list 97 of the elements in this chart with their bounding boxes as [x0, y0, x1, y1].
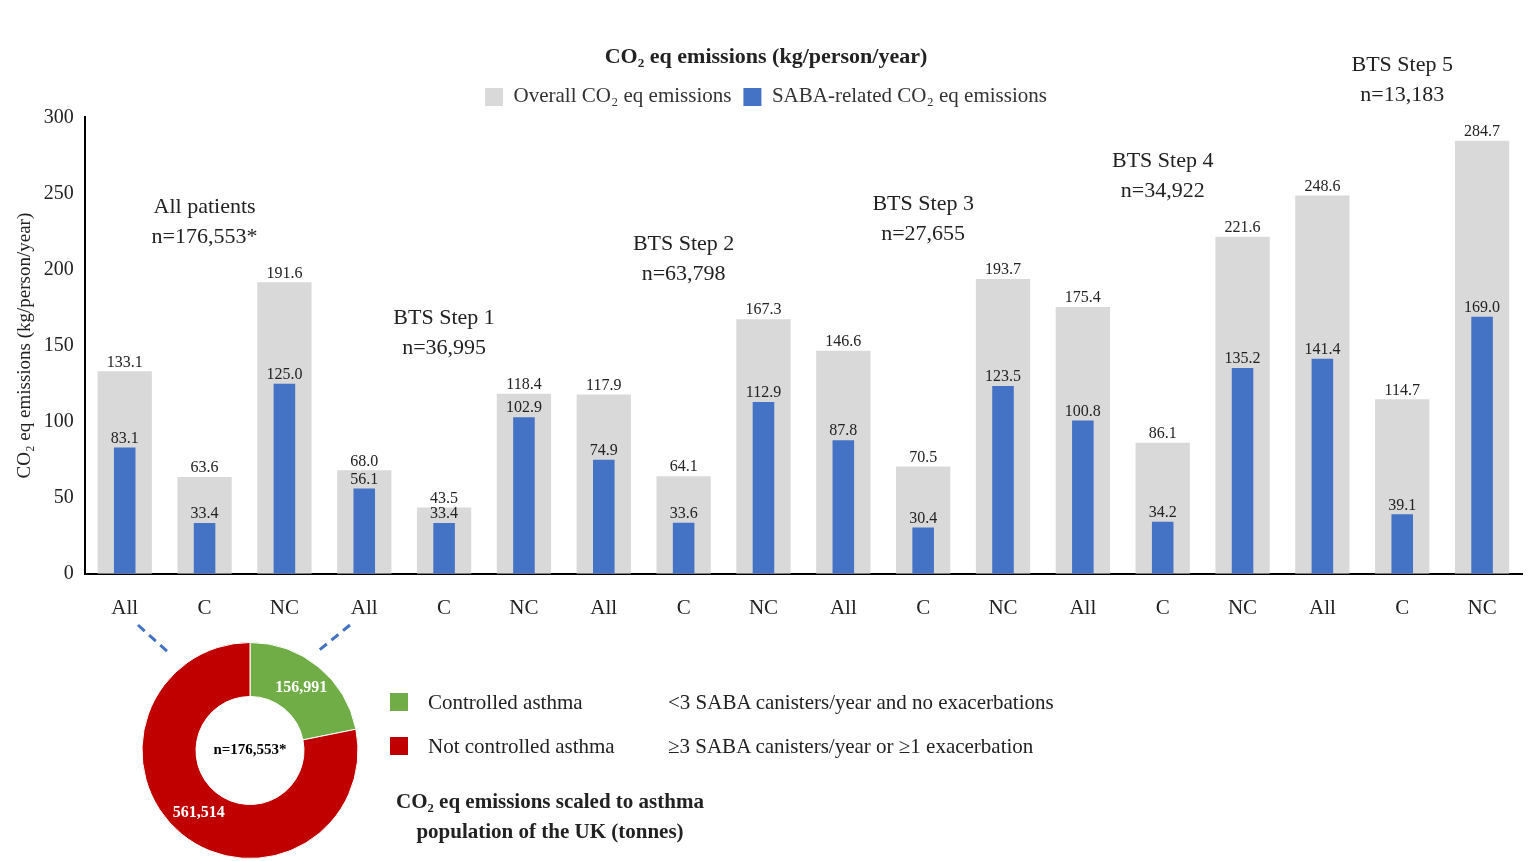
x-tick-label: NC — [269, 594, 299, 619]
data-label: 83.1 — [110, 428, 139, 446]
data-label: 169.0 — [1464, 297, 1501, 315]
data-label: 146.6 — [825, 331, 862, 349]
data-label: 63.6 — [190, 458, 219, 476]
data-label: 125.0 — [266, 364, 303, 382]
data-label: 135.2 — [1224, 349, 1261, 367]
bar — [1471, 316, 1493, 574]
bar — [752, 402, 775, 574]
data-label: 100.8 — [1064, 401, 1101, 419]
x-tick-label: NC — [748, 594, 779, 619]
bar — [1151, 521, 1174, 574]
x-tick-label: C — [197, 594, 212, 619]
y-tick-label: 50 — [53, 484, 74, 507]
data-label: 117.9 — [586, 375, 622, 393]
x-tick-label: All — [350, 594, 378, 619]
data-label: 56.1 — [350, 469, 379, 487]
data-label: 87.8 — [829, 421, 858, 439]
bar — [1072, 420, 1094, 574]
annotation: All patients n=176,553* — [151, 193, 258, 249]
data-label: 114.7 — [1384, 380, 1420, 398]
legend-label: SABA-related CO₂ eq emissions — [771, 83, 1047, 108]
x-tick-label: NC — [1227, 594, 1258, 619]
data-label: 175.4 — [1064, 288, 1101, 306]
data-label: 33.4 — [190, 504, 219, 522]
legend-label: Controlled asthma — [428, 689, 584, 715]
x-tick-label: C — [916, 594, 931, 619]
legend-label: Not controlled asthma — [428, 733, 616, 759]
y-tick-label: 0 — [63, 561, 74, 584]
text: <3 SABA canisters/year and no exacerbations — [668, 689, 1054, 715]
annotation: BTS Step 4 n=34,922 — [1111, 147, 1214, 203]
bar — [193, 522, 216, 574]
y-tick-label: 100 — [43, 408, 74, 431]
annotation: BTS Step 1 n=36,995 — [393, 304, 495, 360]
data-label: 102.9 — [505, 398, 542, 416]
x-tick-label: NC — [988, 594, 1018, 619]
data-label: 64.1 — [669, 457, 698, 475]
bar — [832, 440, 855, 574]
y-axis-title: CO₂ eq emissions (kg/person/year) — [13, 212, 36, 479]
bar — [593, 459, 615, 574]
x-tick-label: All — [1308, 594, 1336, 619]
chart-title: CO₂ eq emissions (kg/person/year) — [604, 42, 928, 68]
x-tick-label: NC — [509, 594, 539, 619]
bar — [113, 447, 136, 574]
bar — [1391, 514, 1414, 574]
data-label: 167.3 — [745, 300, 782, 318]
data-label: 221.6 — [1224, 217, 1261, 235]
data-label: 123.5 — [985, 367, 1022, 385]
data-label: 133.1 — [106, 352, 143, 370]
bar — [672, 522, 695, 574]
y-tick-label: 250 — [43, 180, 74, 203]
data-label: 74.9 — [589, 441, 618, 459]
data-label: 34.2 — [1148, 502, 1177, 520]
x-tick-label: NC — [1467, 594, 1497, 619]
y-tick-label: 300 — [43, 104, 74, 127]
bar — [1311, 358, 1334, 574]
x-tick-label: C — [1155, 594, 1170, 619]
bar — [912, 527, 934, 574]
x-tick-label: All — [590, 594, 618, 619]
text: BTS Step 5 n=13,183 — [1351, 51, 1453, 107]
x-tick-label: C — [676, 594, 691, 619]
data-label: 193.7 — [985, 260, 1022, 278]
data-label: 30.4 — [909, 508, 938, 526]
data-label: 86.1 — [1148, 424, 1177, 442]
data-label: 43.5 — [430, 488, 459, 506]
data-label: 112.9 — [745, 383, 782, 401]
data-label: 33.4 — [430, 504, 459, 522]
annotation: BTS Step 2 n=63,798 — [632, 230, 735, 286]
x-tick-label: All — [829, 594, 857, 619]
data-label: 561,514 — [172, 803, 225, 821]
data-label: 141.4 — [1304, 339, 1341, 357]
data-label: 68.0 — [350, 451, 379, 469]
bar — [513, 417, 535, 574]
data-label: 39.1 — [1388, 495, 1417, 513]
x-tick-label: All — [111, 594, 139, 619]
bar — [1231, 368, 1254, 574]
text: ≥3 SABA canisters/year or ≥1 exacerbation — [668, 733, 1034, 759]
data-label: 70.5 — [909, 447, 938, 465]
data-label: 284.7 — [1464, 121, 1501, 139]
y-tick-label: 150 — [43, 332, 74, 355]
annotation: BTS Step 3 n=27,655 — [872, 189, 974, 245]
bar — [992, 385, 1014, 574]
data-label: 156,991 — [275, 677, 328, 695]
x-tick-label: C — [1395, 594, 1410, 619]
text: CO₂ eq emissions scaled to asthma population of the UK (tonnes) — [395, 788, 705, 845]
legend-label: Overall CO₂ eq emissions — [513, 83, 732, 108]
text: n=176,553* — [213, 741, 287, 758]
x-tick-label: All — [1069, 594, 1097, 619]
data-label: 248.6 — [1304, 176, 1341, 194]
y-tick-label: 200 — [43, 256, 74, 279]
data-label: 33.6 — [669, 503, 698, 521]
bar — [433, 522, 455, 574]
data-label: 118.4 — [506, 374, 542, 392]
x-tick-label: C — [437, 594, 452, 619]
data-label: 191.6 — [266, 263, 303, 281]
bar — [273, 383, 296, 574]
bar — [353, 488, 376, 574]
